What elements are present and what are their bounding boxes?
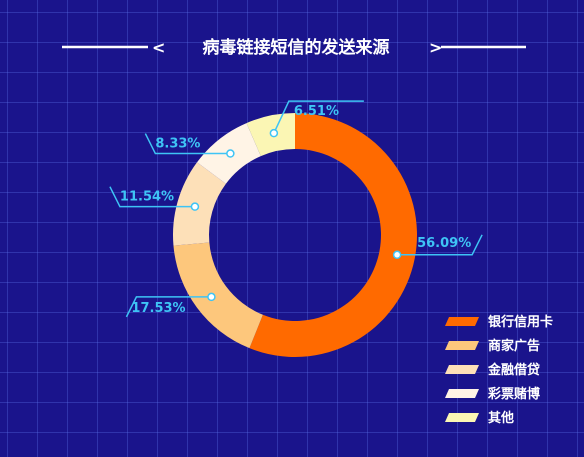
leader-line-4 (144, 133, 231, 155)
slice-value-labels: 56.09% 17.53% 11.54% 8.33% 6.51% (120, 104, 471, 316)
legend-swatch-3 (445, 365, 479, 374)
legend-label-5: 其他 (488, 410, 514, 426)
value-label-3: 11.54% (120, 190, 174, 205)
legend-label-3: 金融借贷 (487, 362, 540, 378)
value-label-4: 8.33% (155, 137, 200, 152)
donut-slice-1 (249, 113, 418, 357)
value-label-1: 56.09% (417, 236, 471, 251)
leader-line-5 (273, 100, 364, 134)
leader-line-3 (109, 186, 195, 208)
leader-dot-3 (190, 202, 200, 211)
value-label-5: 6.51% (294, 104, 339, 119)
leader-dot-1 (392, 250, 402, 260)
donut-slice-3 (173, 162, 226, 246)
leader-dot-2 (207, 292, 216, 302)
legend-label-4: 彩票赌博 (487, 386, 540, 402)
title-chevron-left-icon: < (152, 38, 165, 57)
value-label-2: 17.53% (131, 301, 185, 316)
donut-slice-2 (173, 242, 263, 349)
legend-label-1: 银行信用卡 (488, 314, 553, 330)
leader-line-2 (125, 296, 212, 318)
legend-swatch-4 (445, 389, 479, 398)
legend-label-2: 商家广告 (488, 338, 540, 354)
chart-title-group: < 病毒链接短信的发送来源 > (62, 37, 526, 58)
leader-dot-4 (226, 149, 235, 158)
slice-leader-lines (109, 100, 483, 318)
legend-swatch-2 (445, 341, 479, 350)
legend-swatch-1 (445, 317, 479, 326)
donut-slices (173, 113, 418, 357)
legend-swatch-5 (445, 413, 479, 422)
leader-dot-5 (269, 128, 279, 138)
chart-title: 病毒链接短信的发送来源 (203, 37, 390, 58)
title-chevron-right-icon: > (429, 38, 442, 57)
leader-line-1 (397, 234, 483, 256)
